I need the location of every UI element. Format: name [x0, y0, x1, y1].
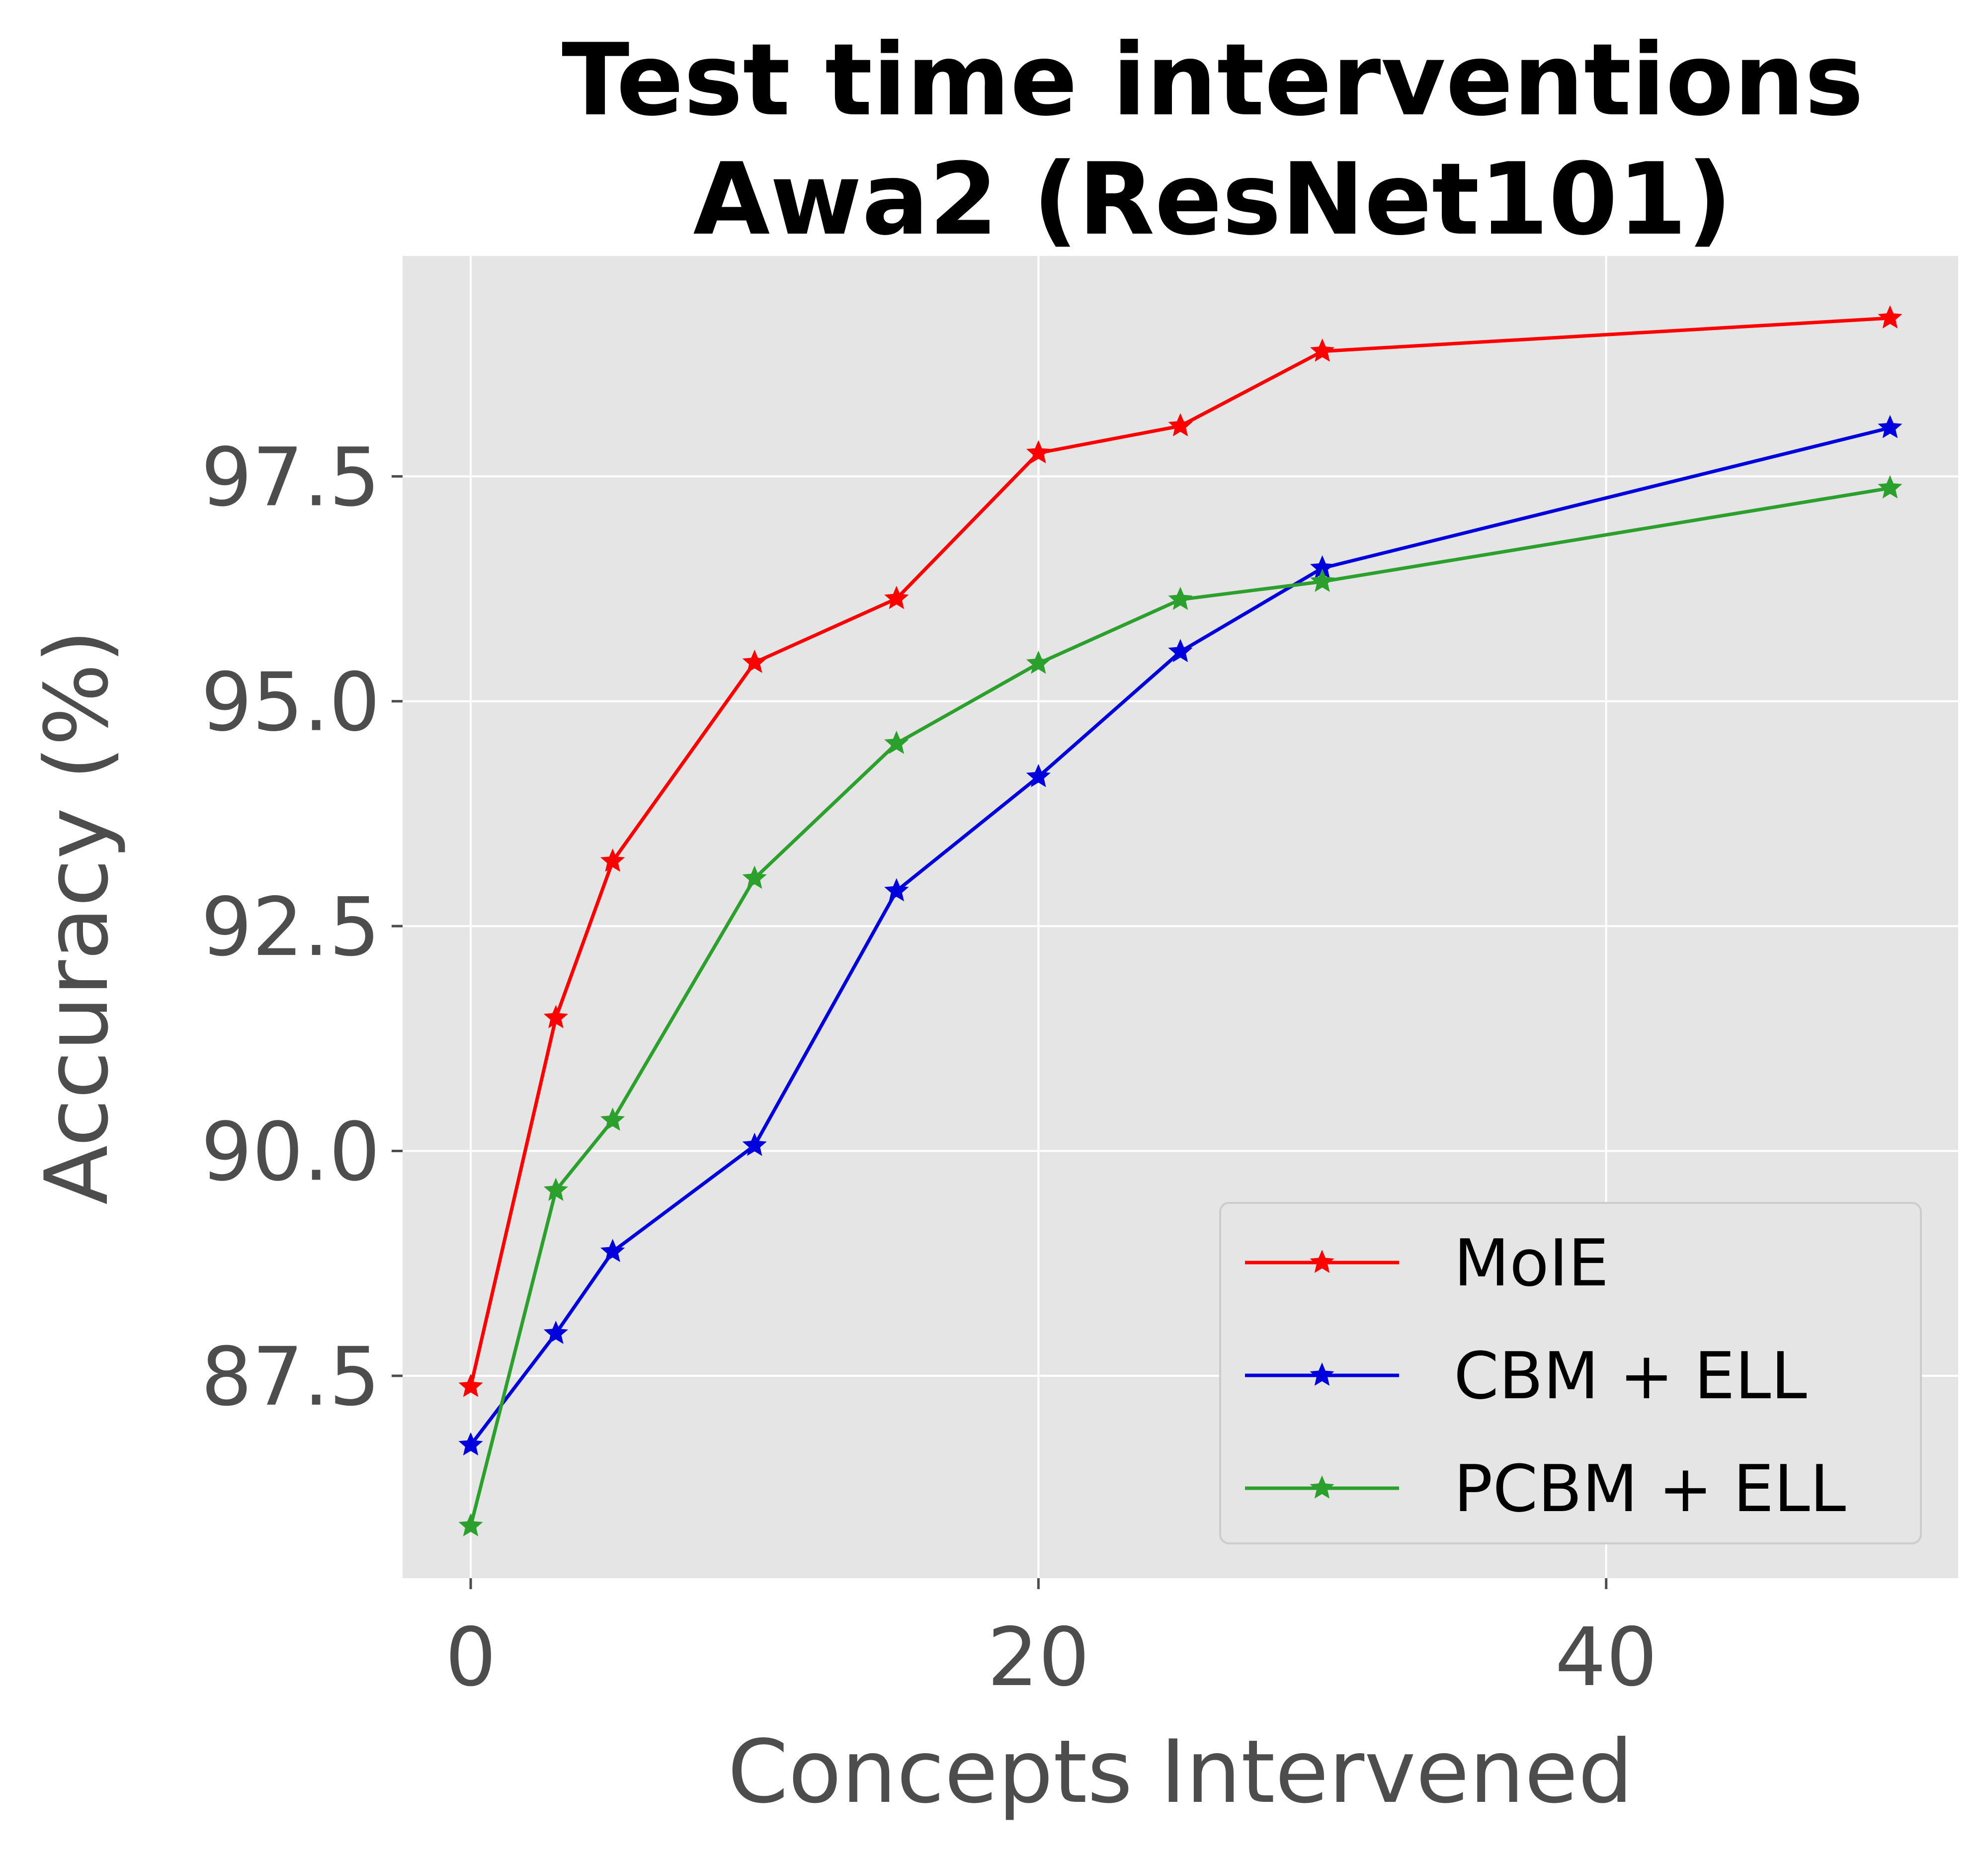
- data-point: [1168, 587, 1193, 610]
- data-point: [884, 586, 909, 609]
- legend-marker: [1310, 1362, 1334, 1386]
- data-point: [543, 1320, 569, 1344]
- series-pcbm-ell: [458, 475, 1903, 1536]
- data-point: [458, 1373, 483, 1397]
- legend-entry: MoIE: [1245, 1225, 1609, 1301]
- series-cbm-ell: [458, 415, 1903, 1456]
- legend-label: CBM + ELL: [1454, 1338, 1807, 1414]
- data-point: [600, 848, 625, 872]
- legend-marker: [1310, 1475, 1334, 1499]
- y-tick-label: 92.5: [201, 881, 380, 974]
- data-point: [1310, 338, 1335, 362]
- legend: MoIE CBM + ELL PCBM + ELL: [1219, 1202, 1922, 1544]
- x-tick-label: 0: [445, 1611, 497, 1704]
- data-point: [600, 1107, 625, 1131]
- chart-title-line-1: Test time interventions: [562, 22, 1864, 138]
- data-point: [543, 1178, 569, 1201]
- data-point: [742, 650, 767, 673]
- legend-label: MoIE: [1454, 1225, 1609, 1301]
- grid: [403, 256, 1958, 1578]
- data-point: [1878, 415, 1903, 438]
- y-tick-label: 95.0: [201, 656, 380, 750]
- data-point: [1026, 650, 1051, 674]
- y-tick-label: 97.5: [201, 431, 380, 524]
- legend-entry: PCBM + ELL: [1245, 1451, 1846, 1526]
- series-layer: [458, 305, 1903, 1536]
- data-point: [1168, 413, 1193, 436]
- series-moie: [458, 305, 1903, 1397]
- data-point: [884, 730, 909, 754]
- y-axis-label: Accuracy (%): [27, 629, 128, 1204]
- data-point: [1168, 639, 1193, 663]
- x-tick-label: 20: [987, 1611, 1089, 1704]
- data-point: [1878, 475, 1903, 499]
- data-point: [884, 878, 909, 902]
- data-point: [1026, 763, 1051, 787]
- data-point: [742, 865, 767, 889]
- y-tick-label: 90.0: [201, 1105, 380, 1199]
- data-point: [1026, 440, 1051, 464]
- legend-entry: CBM + ELL: [1245, 1338, 1807, 1414]
- x-axis-label: Concepts Intervened: [728, 1722, 1633, 1823]
- data-point: [742, 1132, 767, 1156]
- ticks: 0 20 40 87.5 90.0 92.5 95.0 97.5: [201, 431, 1657, 1704]
- data-point: [543, 1005, 569, 1028]
- chart-title-line-2: Awa2 (ResNet101): [693, 142, 1733, 257]
- data-point: [1878, 305, 1903, 329]
- legend-label: PCBM + ELL: [1454, 1451, 1846, 1526]
- legend-marker: [1310, 1250, 1334, 1273]
- data-point: [600, 1239, 625, 1263]
- data-point: [1310, 569, 1335, 592]
- data-point: [458, 1432, 483, 1456]
- data-point: [458, 1513, 483, 1536]
- y-tick-label: 87.5: [201, 1331, 380, 1424]
- legend-box: [1219, 1202, 1922, 1544]
- x-tick-label: 40: [1555, 1611, 1657, 1704]
